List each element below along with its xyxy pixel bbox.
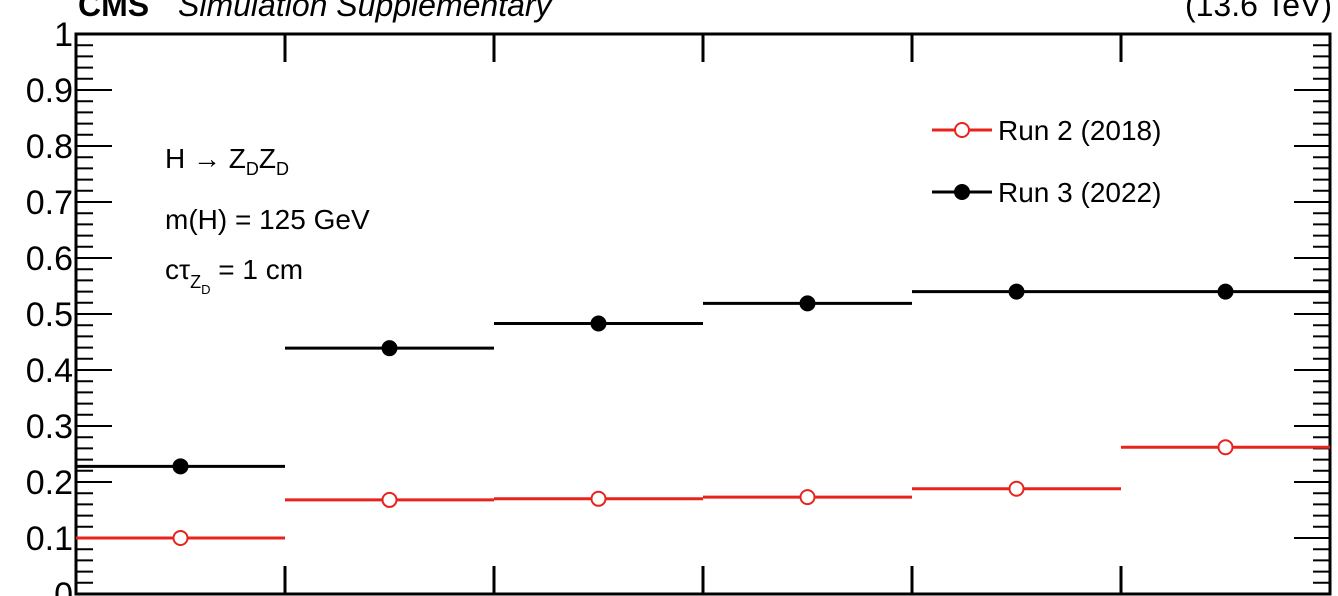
y-tick-label: 0.7 — [26, 184, 73, 222]
legend-run3-label: Run 3 (2022) — [998, 177, 1161, 208]
ctau-annotation: cτZD = 1 cm — [165, 254, 303, 297]
y-tick-label: 0.8 — [26, 128, 73, 166]
process-annotation: H → ZDZD — [165, 143, 289, 179]
series-2-point — [381, 340, 398, 357]
ctau-subsub: D — [201, 282, 210, 297]
process-mid: Z — [259, 143, 276, 174]
legend: Run 2 (2018) Run 3 (2022) — [932, 115, 1161, 208]
y-tick-label: 0.6 — [26, 240, 73, 278]
axis-ticks — [76, 33, 1330, 595]
simulation-supplementary-label: Simulation Supplementary — [178, 0, 554, 23]
process-sub2: D — [276, 159, 289, 179]
mass-annotation: m(H) = 125 GeV — [165, 204, 370, 235]
series-1-point — [172, 530, 189, 546]
y-tick-label: 0.9 — [26, 72, 73, 110]
cms-label: CMS — [78, 0, 149, 23]
legend-run2-marker — [954, 122, 970, 138]
series-2-point — [590, 315, 607, 332]
y-tick-label: 0 — [54, 576, 73, 596]
series-layer — [76, 283, 1330, 546]
process-sub1: D — [246, 159, 259, 179]
legend-run3-marker — [954, 184, 970, 200]
y-tick-label: 0.3 — [26, 408, 73, 446]
ctau-prefix: cτ — [165, 254, 190, 285]
series-1-point — [590, 490, 607, 507]
y-tick-label: 0.4 — [26, 352, 73, 390]
process-main: H → Z — [165, 143, 246, 174]
ctau-sub: Z — [190, 272, 201, 292]
legend-run2-label: Run 2 (2018) — [998, 115, 1161, 146]
y-tick-label: 0.2 — [26, 464, 73, 502]
series-1-point — [381, 491, 398, 508]
energy-label: (13.6 TeV) — [1185, 0, 1332, 23]
series-2-point — [1008, 283, 1025, 300]
y-tick-labels: 0 0.1 0.2 0.3 0.4 0.5 0.6 0.7 0.8 0.9 1 — [26, 16, 73, 596]
series-1-point — [799, 489, 816, 506]
series-1-point — [1217, 439, 1234, 456]
y-tick-label: 0.1 — [26, 520, 73, 558]
ctau-suffix: = 1 cm — [210, 254, 303, 285]
series-2-point — [172, 458, 189, 475]
y-tick-label: 0.5 — [26, 296, 73, 334]
series-2-point — [799, 295, 816, 312]
y-tick-label: 1 — [54, 16, 73, 54]
series-1-point — [1008, 480, 1025, 497]
series-2-point — [1217, 283, 1234, 300]
